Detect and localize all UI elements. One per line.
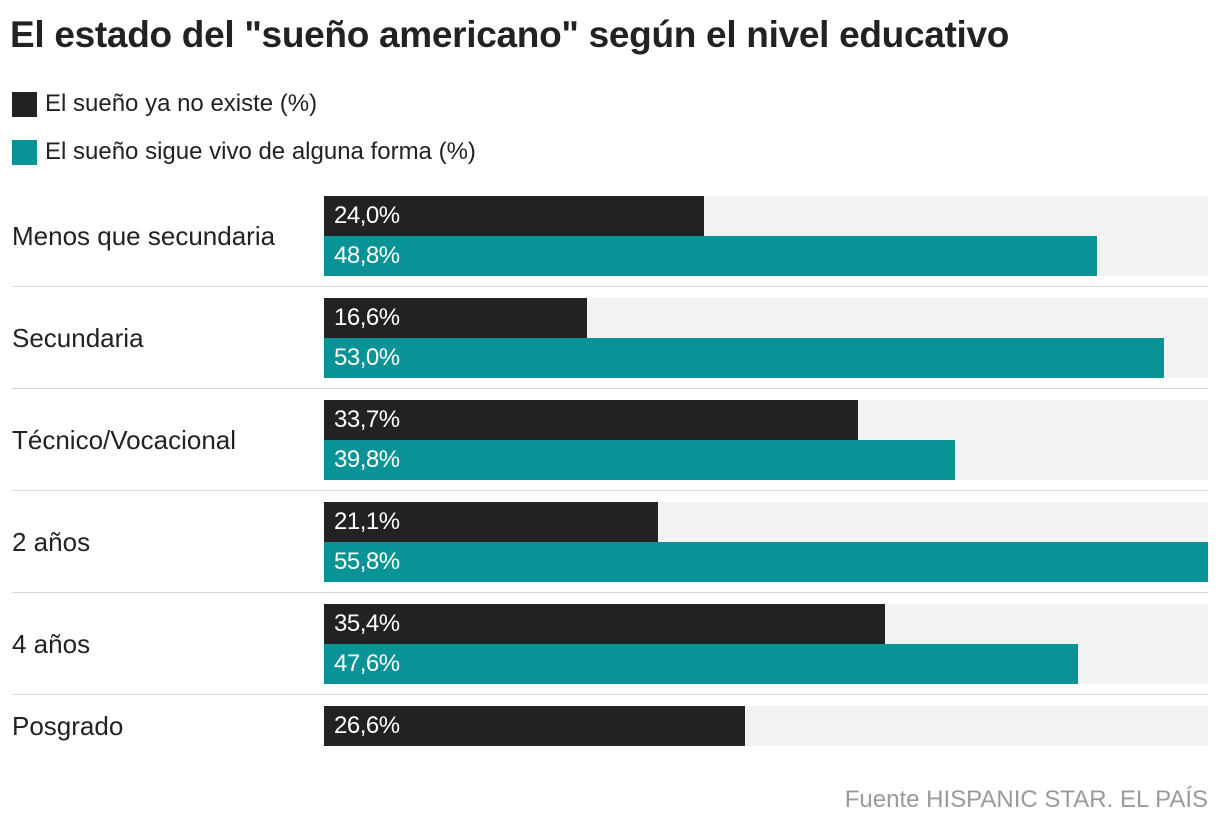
bar-value-label: 26,6% <box>334 712 400 739</box>
bar-value-label: 55,8% <box>334 548 400 575</box>
category-label: Menos que secundaria <box>12 221 276 251</box>
category-label: Secundaria <box>12 323 144 353</box>
legend-swatch-no-existe <box>12 91 37 117</box>
legend-label-no-existe: El sueño ya no existe (%) <box>45 90 318 117</box>
bar-value-label: 33,7% <box>334 406 400 433</box>
bar-sigue-vivo <box>324 338 1164 378</box>
legend-item-no-existe: El sueño ya no existe (%) <box>12 90 317 118</box>
category-label: Posgrado <box>12 711 124 741</box>
legend-label-sigue-vivo: El sueño sigue vivo de alguna forma (%) <box>45 138 476 165</box>
bar-no-existe <box>324 298 587 338</box>
bar-sigue-vivo <box>324 236 1098 276</box>
bar-sigue-vivo <box>324 644 1079 684</box>
bar-value-label: 48,8% <box>334 242 400 269</box>
chart-title: El estado del "sueño americano" según el… <box>10 14 1010 55</box>
bar-no-existe <box>324 196 705 236</box>
bar-value-label: 16,6% <box>334 304 400 331</box>
bar-value-label: 53,0% <box>334 344 400 371</box>
category-label: 4 años <box>12 629 91 659</box>
bar-no-existe <box>324 604 885 644</box>
source-note: Fuente HISPANIC STAR. EL PAÍS <box>844 786 1208 813</box>
bar-sigue-vivo <box>324 440 955 480</box>
group-divider <box>12 490 1208 491</box>
bar-value-label: 39,8% <box>334 446 400 473</box>
bar-no-existe <box>324 502 659 542</box>
legend-swatch-sigue-vivo <box>12 139 37 165</box>
category-label: Técnico/Vocacional <box>12 425 237 455</box>
bar-no-existe <box>324 706 746 746</box>
group-divider <box>12 694 1208 695</box>
bar-sigue-vivo <box>324 542 1208 582</box>
group-divider <box>12 286 1208 287</box>
bar-no-existe <box>324 400 858 440</box>
category-label: 2 años <box>12 527 91 557</box>
legend-item-sigue-vivo: El sueño sigue vivo de alguna forma (%) <box>12 138 476 166</box>
bar-value-label: 35,4% <box>334 610 400 637</box>
bar-value-label: 47,6% <box>334 650 400 677</box>
group-divider <box>12 592 1208 593</box>
bar-value-label: 24,0% <box>334 202 400 229</box>
group-divider <box>12 388 1208 389</box>
bar-value-label: 21,1% <box>334 508 400 535</box>
